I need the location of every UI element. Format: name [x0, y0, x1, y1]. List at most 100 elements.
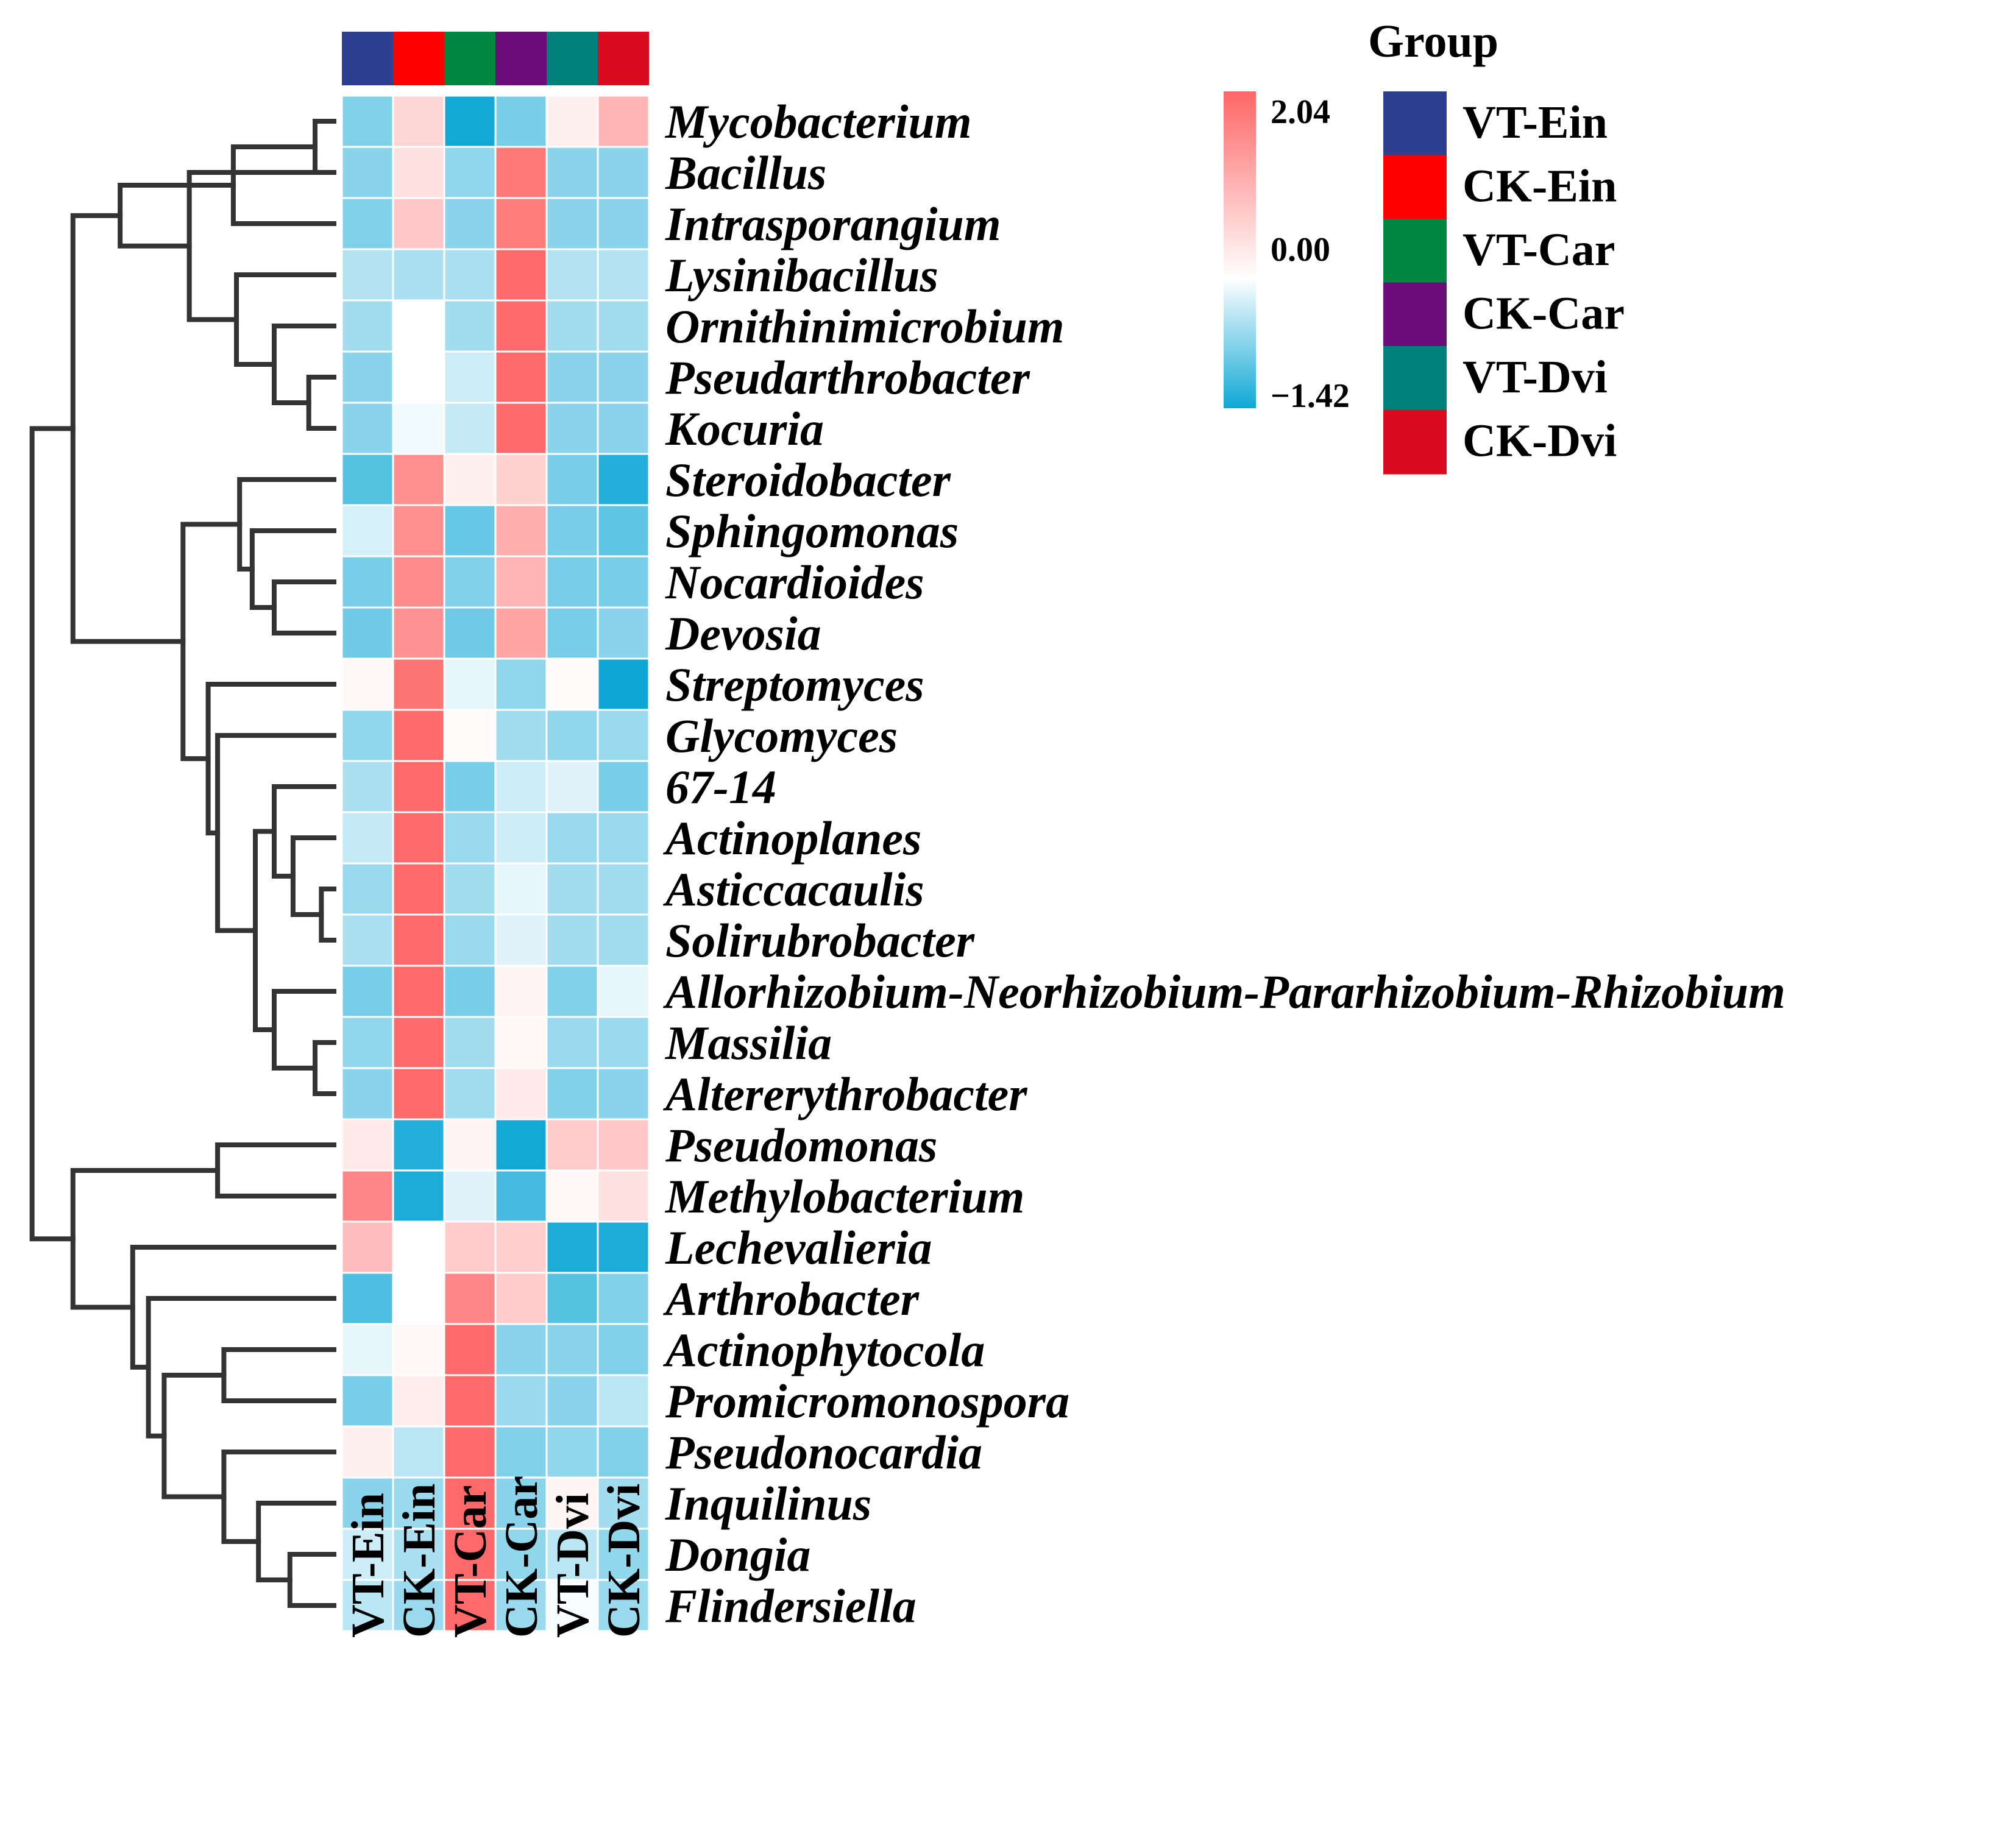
heatmap-cell — [494, 94, 548, 148]
heatmap-cell — [494, 709, 548, 762]
dendrogram-branch — [205, 682, 336, 836]
color-scale-legend: 2.04 0.00 −1.42 — [1224, 91, 1350, 415]
legend-swatch — [1383, 409, 1447, 475]
heatmap-cell — [494, 197, 548, 250]
heatmap-cell — [494, 1374, 548, 1428]
dendrogram-branch — [290, 835, 336, 917]
dendrogram-branch — [180, 522, 243, 762]
heatmap-cell — [341, 555, 394, 609]
dendrogram-branch — [118, 183, 236, 249]
heatmap-cell — [494, 402, 548, 455]
row-label: Streptomyces — [665, 658, 924, 711]
heatmap-cell — [545, 811, 599, 865]
column-annotation-ck-car — [495, 32, 547, 85]
heatmap-cell — [597, 453, 650, 506]
heatmap-cell — [545, 862, 599, 916]
scale-min-label: −1.42 — [1271, 377, 1350, 415]
heatmap-cell — [341, 1425, 394, 1479]
heatmap-cell — [341, 1323, 394, 1376]
legend-label: CK-Ein — [1462, 161, 1617, 212]
heatmap-cell — [443, 1118, 497, 1172]
heatmap-cell — [443, 965, 497, 1018]
heatmap-cell — [545, 1118, 599, 1172]
row-label: Promicromonospora — [665, 1375, 1069, 1428]
row-label: Massilia — [664, 1016, 832, 1069]
row-label: Allorhizobium-Neorhizobium-Pararhizobium… — [662, 965, 1785, 1018]
heatmap-cell — [443, 248, 497, 302]
heatmap-cell — [494, 1220, 548, 1274]
heatmap-cell — [494, 453, 548, 506]
legend-label: VT-Ein — [1462, 97, 1608, 148]
heatmap-cell — [392, 1374, 445, 1428]
heatmap-cell — [341, 811, 394, 865]
heatmap-cell — [494, 1067, 548, 1120]
row-label: Arthrobacter — [662, 1272, 920, 1325]
heatmap-cell — [597, 1374, 650, 1428]
heatmap-cell — [392, 453, 445, 506]
column-label: CK-Ein — [394, 1484, 445, 1638]
row-label: Sphingomonas — [665, 504, 959, 558]
heatmap-cell — [597, 197, 650, 250]
heatmap-cell — [341, 402, 394, 455]
heatmap-cell — [494, 913, 548, 967]
heatmap-cell — [545, 1528, 599, 1581]
row-label: Mycobacterium — [664, 95, 972, 148]
heatmap-cell — [494, 1425, 548, 1479]
heatmap-cell — [392, 555, 445, 609]
heatmap-cell — [443, 862, 497, 916]
heatmap-cell — [341, 1067, 394, 1120]
legend-swatch — [1383, 282, 1447, 347]
heatmap-cell — [443, 350, 497, 404]
heatmap-cell — [443, 709, 497, 762]
row-label: Pseudomonas — [665, 1119, 937, 1172]
row-label: Flindersiella — [665, 1579, 916, 1632]
row-label: Solirubrobacter — [665, 914, 975, 967]
heatmap-cell — [341, 913, 394, 967]
heatmap-cell — [392, 197, 445, 250]
heatmap-cell — [545, 402, 599, 455]
dendrogram-branch — [271, 784, 336, 879]
heatmap-cell — [545, 913, 599, 967]
legend-swatch — [1383, 91, 1447, 156]
heatmap-cell — [545, 1016, 599, 1069]
heatmap-cell — [443, 606, 497, 660]
heatmap-cell — [443, 299, 497, 353]
dendrogram-branch — [230, 144, 336, 226]
heatmap-cell — [443, 402, 497, 455]
heatmap-cell — [545, 1374, 599, 1428]
column-label: VT-Car — [445, 1485, 496, 1638]
row-label: Kocuria — [665, 402, 824, 455]
heatmap-cell — [443, 1476, 497, 1530]
row-label: Pseudarthrobacter — [665, 351, 1030, 404]
heatmap-cell — [597, 811, 650, 865]
heatmap-cell — [341, 1016, 394, 1069]
heatmap-cell — [392, 965, 445, 1018]
heatmap-cell — [341, 197, 394, 250]
heatmap-cell — [545, 606, 599, 660]
heatmap-cell — [443, 146, 497, 199]
dendrogram-branch — [186, 170, 336, 322]
heatmap-cell — [545, 1272, 599, 1325]
legend-swatch — [1383, 155, 1447, 220]
heatmap-cell — [443, 760, 497, 813]
row-label: Pseudonocardia — [665, 1426, 982, 1479]
heatmap-cell — [545, 350, 599, 404]
heatmap-cell — [545, 299, 599, 353]
heatmap-cell — [341, 1272, 394, 1325]
dendrogram-branch — [313, 1040, 336, 1096]
heatmap-cell — [597, 913, 650, 967]
heatmap-cell — [597, 504, 650, 558]
dendrogram-branch — [313, 119, 336, 175]
heatmap-cell — [545, 197, 599, 250]
heatmap-cell — [597, 606, 650, 660]
heatmap-cell — [494, 657, 548, 711]
heatmap-cell — [494, 1323, 548, 1376]
heatmap-cell — [494, 555, 548, 609]
row-label: Steroidobacter — [665, 453, 951, 506]
column-labels: VT-Ein CK-Ein VT-Car CK-Car VT-Dvi CK-Dvi — [342, 1476, 650, 1638]
heatmap-cell — [341, 760, 394, 813]
column-label: VT-Dvi — [547, 1493, 598, 1638]
heatmap-cell — [545, 1323, 599, 1376]
row-label: Lysinibacillus — [665, 249, 938, 302]
